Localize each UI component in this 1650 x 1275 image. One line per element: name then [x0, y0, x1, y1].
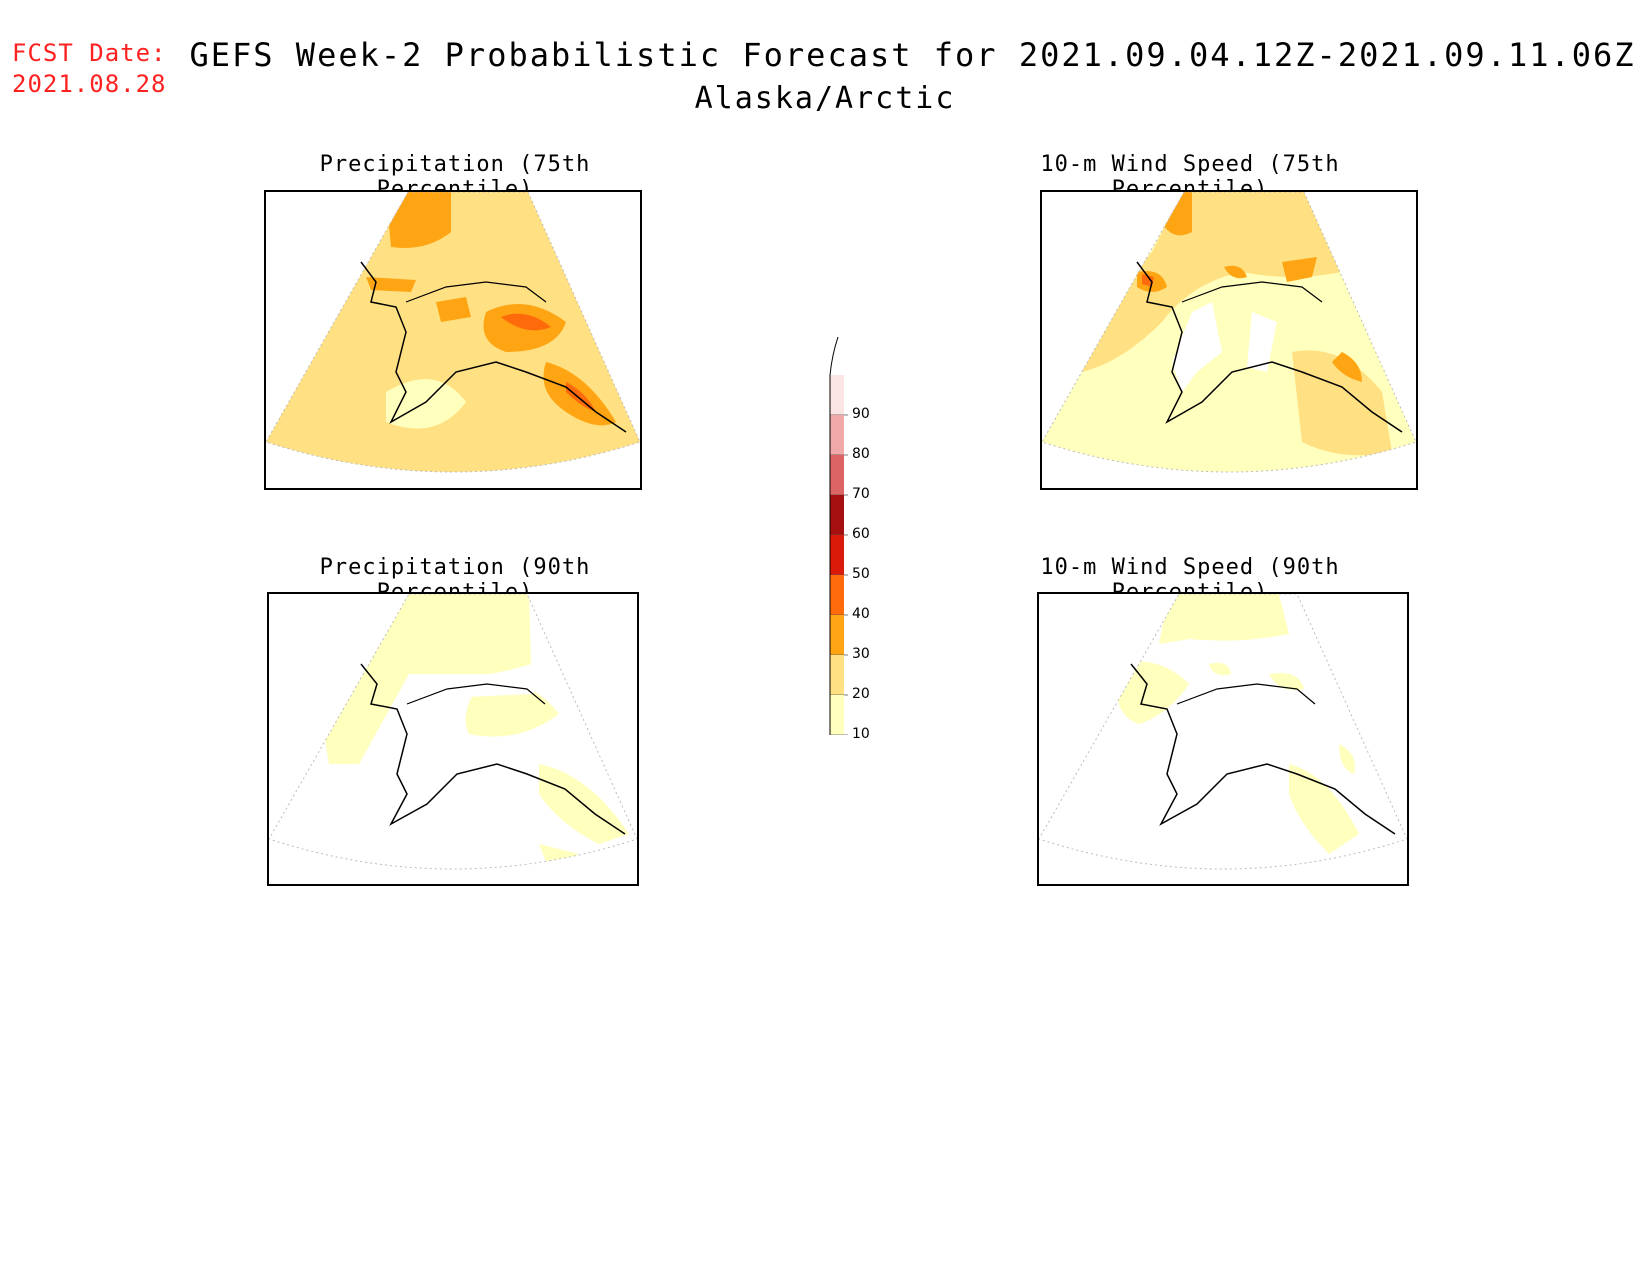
graticule	[266, 192, 640, 473]
legend-swatch-50	[830, 535, 844, 575]
coastline	[405, 281, 547, 303]
shade-30pct	[1282, 257, 1317, 282]
legend-swatch-20	[830, 655, 844, 695]
shade-30pct	[1332, 352, 1362, 382]
shade-30pct	[386, 192, 451, 248]
coastline	[1181, 281, 1323, 303]
shade-30pct	[1162, 192, 1192, 236]
page-title-block: GEFS Week-2 Probabilistic Forecast for 2…	[0, 33, 1650, 121]
shade-30pct	[1224, 265, 1247, 279]
map-panel-precip-75	[264, 190, 642, 490]
shade-10pct	[1289, 764, 1359, 854]
map-wind-90	[1039, 594, 1407, 870]
coastline	[1176, 683, 1316, 705]
shade-10pct	[1209, 662, 1231, 676]
map-precip-90	[269, 594, 637, 870]
map-precip-75	[266, 192, 640, 473]
coastline	[1130, 663, 1396, 835]
shade-20pct	[266, 192, 640, 472]
legend-label-40: 40	[852, 606, 870, 622]
legend-swatch-40	[830, 575, 844, 615]
map-panel-precip-90	[267, 592, 639, 886]
coastline	[406, 683, 546, 705]
legend-label-20: 20	[852, 686, 870, 702]
fcst-date-block: FCST Date: 2021.08.28	[12, 38, 167, 100]
fcst-date-value: 2021.08.28	[12, 70, 167, 98]
shade-20pct	[1292, 350, 1392, 456]
legend-colorbar	[829, 336, 848, 736]
panel-title-wind-75: 10-m Wind Speed (75th Percentile)	[1040, 152, 1340, 202]
legend-swatch-70	[830, 455, 844, 495]
page-title: GEFS Week-2 Probabilistic Forecast for 2…	[189, 36, 1636, 74]
legend-label-10: 10	[852, 726, 870, 742]
shade-below-10pct	[1172, 302, 1222, 392]
map-wind-75	[1042, 192, 1416, 473]
legend-swatch-80	[830, 415, 844, 455]
shade-10pct	[1116, 661, 1189, 724]
legend-swatch-30	[830, 615, 844, 655]
legend-label-30: 30	[852, 646, 870, 662]
coastline	[1136, 261, 1403, 433]
legend-top-cap	[829, 336, 839, 376]
shade-20pct	[1042, 192, 1342, 392]
color-legend	[818, 335, 848, 739]
coastline	[360, 261, 627, 433]
legend-label-70: 70	[852, 486, 870, 502]
shade-10pct	[1339, 744, 1355, 774]
legend-label-60: 60	[852, 526, 870, 542]
shade-10pct	[1159, 594, 1289, 644]
shade-10pct	[1269, 673, 1304, 690]
shade-30pct	[436, 297, 471, 322]
shade-30pct	[366, 277, 416, 292]
fcst-date-label: FCST Date:	[12, 39, 167, 67]
region-subtitle: Alaska/Arctic	[694, 81, 956, 116]
legend-label-50: 50	[852, 566, 870, 582]
legend-label-90: 90	[852, 406, 870, 422]
shade-below-10pct	[1247, 312, 1277, 372]
graticule	[1042, 192, 1416, 473]
legend-swatch-90	[830, 375, 844, 415]
legend-swatch-10	[830, 695, 844, 735]
shade-40pct	[566, 382, 596, 412]
coastline	[360, 663, 626, 835]
shade-40pct	[501, 313, 551, 331]
legend-label-80: 80	[852, 446, 870, 462]
map-panel-wind-90	[1037, 592, 1409, 886]
legend-swatch-60	[830, 495, 844, 535]
map-panel-wind-75	[1040, 190, 1418, 490]
